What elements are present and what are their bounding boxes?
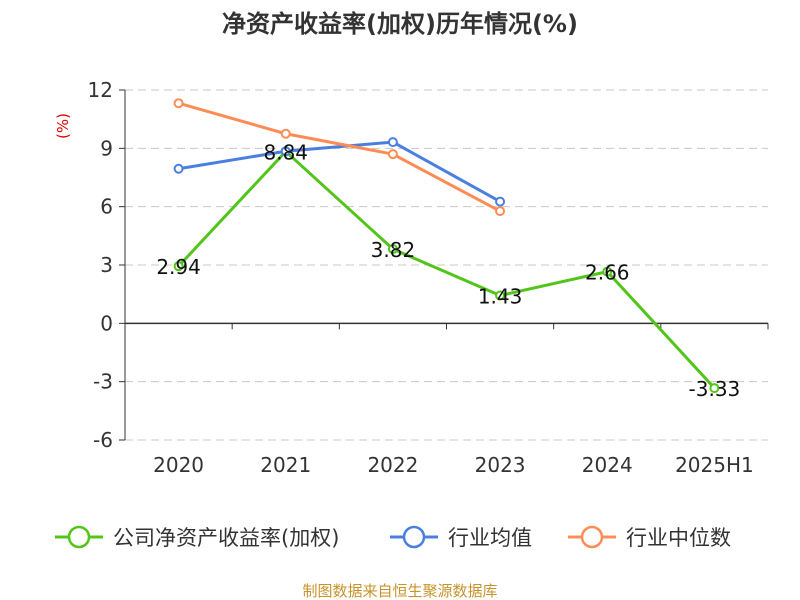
x-tick-label: 2025H1: [675, 453, 754, 477]
data-point[interactable]: [173, 163, 184, 174]
data-point[interactable]: [387, 137, 398, 148]
legend-label: 行业均值: [448, 526, 532, 550]
data-point[interactable]: [495, 196, 506, 207]
data-label: 1.43: [478, 285, 523, 309]
y-tick-label: -3: [93, 370, 113, 394]
x-tick-label: 2021: [260, 453, 311, 477]
y-tick-label: 0: [100, 311, 113, 335]
data-label: 2.66: [585, 261, 630, 285]
data-point[interactable]: [173, 98, 184, 109]
series-line-1: [178, 140, 501, 203]
x-tick-label: 2020: [153, 453, 204, 477]
legend-label: 行业中位数: [626, 526, 731, 550]
data-labels: 2.94 8.84 3.82 1.43 2.66 -3.33: [156, 140, 740, 401]
data-point[interactable]: [387, 149, 398, 160]
y-tick-label: 12: [88, 78, 113, 102]
legend-marker-icon: [402, 525, 426, 549]
series-line-2: [178, 101, 501, 213]
legend-label: 公司净资产收益率(加权): [113, 526, 339, 550]
data-point[interactable]: [387, 244, 398, 255]
data-label: -3.33: [689, 377, 741, 401]
legend-item-0[interactable]: 公司净资产收益率(加权): [55, 525, 339, 550]
axes: 12 9 6 3 0 -3 -6 2020 2021 2022 2023 2024 2025H1: [88, 78, 769, 477]
legend-item-2[interactable]: 行业中位数: [568, 525, 731, 550]
legend[interactable]: 公司净资产收益率(加权) 行业均值 行业中位数: [55, 525, 731, 550]
data-point[interactable]: [173, 261, 184, 272]
x-tick-label: 2023: [475, 453, 526, 477]
y-axis-unit-label: (%): [54, 113, 72, 139]
series-lines: [173, 98, 720, 394]
legend-marker-icon: [67, 525, 91, 549]
x-tick-label: 2024: [582, 453, 633, 477]
data-point[interactable]: [602, 266, 613, 277]
y-tick-label: 9: [100, 136, 113, 160]
series-line-0: [177, 149, 716, 390]
data-point[interactable]: [280, 128, 291, 139]
legend-marker-icon: [580, 525, 604, 549]
y-tick-label: 3: [100, 253, 113, 277]
source-note: 制图数据来自恒生聚源数据库: [302, 582, 497, 600]
y-tick-label: 6: [100, 195, 113, 219]
grid-lines: [125, 89, 768, 441]
legend-item-1[interactable]: 行业均值: [390, 525, 532, 550]
data-label: 2.94: [156, 255, 201, 279]
data-point[interactable]: [495, 290, 506, 301]
chart-title: 净资产收益率(加权)历年情况(%): [222, 10, 578, 38]
data-point[interactable]: [280, 146, 291, 157]
data-label: 8.84: [263, 140, 308, 164]
data-point[interactable]: [495, 206, 506, 217]
x-tick-label: 2022: [367, 453, 418, 477]
y-tick-label: -6: [93, 428, 113, 452]
data-label: 3.82: [371, 238, 416, 262]
data-point[interactable]: [709, 383, 720, 394]
